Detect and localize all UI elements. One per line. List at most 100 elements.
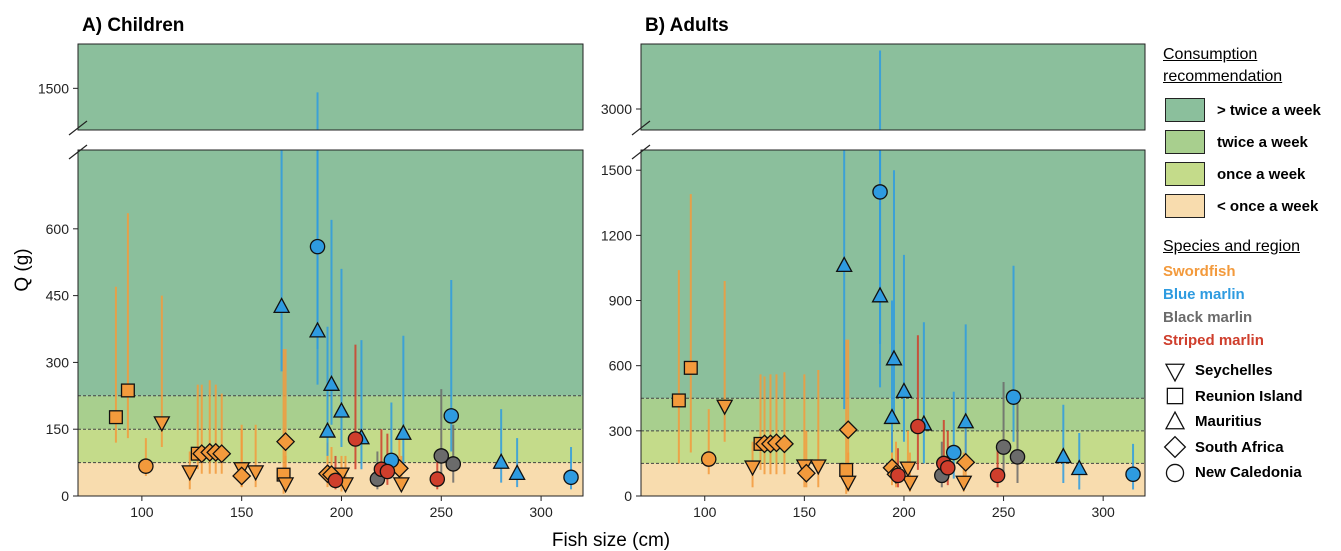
marker: [910, 418, 926, 435]
x-tick-label: 150: [793, 504, 817, 520]
legend-shape: [1164, 363, 1186, 383]
legend-label: < once a week: [1217, 197, 1319, 215]
marker: [839, 475, 857, 492]
legend-icon: [1163, 435, 1187, 459]
marker: [1005, 389, 1022, 405]
marker: [883, 408, 901, 425]
legend-label: twice a week: [1217, 133, 1308, 151]
plot-frame: [77, 43, 584, 131]
y-tick-label: 300: [609, 423, 633, 439]
y-tick-label: 300: [46, 354, 70, 370]
legend-icon: [1164, 363, 1186, 383]
legend-title: Species and region: [1163, 238, 1300, 255]
legend-item: Seychelles: [1163, 358, 1339, 384]
marker: [995, 439, 1012, 455]
legend-shape: [1164, 410, 1186, 430]
x-tick-label: 250: [992, 504, 1016, 520]
legend-title: Consumption recommendation: [1163, 46, 1283, 85]
legend-label: Seychelles: [1195, 362, 1273, 380]
region-list: Seychelles Reunion Island Mauritius South A…: [1163, 358, 1339, 486]
legend-item: once a week: [1163, 158, 1339, 190]
x-tick-label: 100: [693, 504, 717, 520]
legend-shape: [1166, 387, 1184, 405]
y-tick-label: 600: [609, 358, 633, 374]
legend-swatch: [1165, 194, 1205, 218]
x-axis-label: Fish size (cm): [552, 530, 670, 551]
legend-label: South Africa: [1195, 438, 1284, 456]
legend-item: Mauritius: [1163, 409, 1339, 435]
marker: [392, 477, 410, 494]
marker: [120, 383, 135, 398]
marker: [671, 393, 686, 408]
break-mark: [68, 144, 88, 160]
break-mark: [631, 120, 651, 136]
marker: [276, 432, 296, 452]
marker: [835, 256, 853, 273]
marker: [429, 471, 446, 487]
marker: [1070, 459, 1088, 476]
marker: [955, 475, 973, 492]
marker: [332, 401, 351, 418]
marker: [899, 461, 917, 478]
legend-species: Swordfish: [1163, 263, 1236, 280]
marker: [890, 467, 906, 484]
species-list: Swordfish Blue marlin Black marlin Striped …: [1163, 260, 1339, 352]
axis-break: [77, 130, 584, 150]
marker: [809, 459, 827, 476]
marker: [957, 412, 975, 429]
marker: [956, 452, 976, 472]
legend-item: twice a week: [1163, 126, 1339, 158]
marker: [796, 463, 816, 483]
legend-species: Black marlin: [1163, 309, 1253, 326]
y-tick-label: 900: [609, 293, 633, 309]
legend-species: Blue marlin: [1163, 286, 1245, 303]
y-tick-label: 0: [61, 488, 69, 504]
y-tick-label: 1200: [601, 227, 632, 243]
legend-item: Reunion Island: [1163, 384, 1339, 410]
marker: [153, 416, 171, 433]
legend-item: > twice a week: [1163, 94, 1339, 126]
y-tick-label: 3000: [601, 101, 632, 117]
legend-item: New Caledonia: [1163, 460, 1339, 486]
marker: [327, 472, 344, 489]
panel: A) Children 0 150 300 450 600 1500 100 150 200 250…: [38, 15, 584, 520]
y-tick-label: 1500: [601, 162, 632, 178]
marker: [940, 459, 956, 476]
marker: [108, 410, 123, 425]
plot-frame: [640, 149, 1146, 497]
x-tick-label: 300: [1091, 504, 1115, 520]
marker: [443, 408, 460, 424]
x-tick-label: 100: [130, 504, 154, 520]
marker: [1125, 466, 1141, 483]
y-tick-label: 450: [46, 288, 70, 304]
marker: [683, 360, 698, 375]
marker: [895, 382, 913, 399]
y-axis-label: Q (g): [12, 248, 33, 291]
legend-icon: [1166, 387, 1184, 405]
marker: [508, 464, 526, 481]
marker: [872, 184, 888, 200]
marker: [318, 421, 337, 438]
marker: [445, 456, 462, 472]
recommendation-list: > twice a week twice a week once a week < o…: [1163, 94, 1339, 222]
x-tick-label: 250: [430, 504, 454, 520]
legend-swatch: [1165, 130, 1205, 154]
marker: [743, 460, 762, 477]
marker: [309, 238, 326, 255]
marker: [433, 448, 450, 464]
axis-break: [640, 130, 1146, 150]
legend-shape: [1165, 463, 1185, 482]
marker: [232, 466, 252, 486]
legend-species: Striped marlin: [1163, 332, 1264, 349]
marker: [1009, 449, 1026, 465]
marker: [871, 286, 889, 303]
legend-item: South Africa: [1163, 435, 1339, 461]
marker: [181, 465, 199, 482]
legend-shape: [1163, 435, 1187, 459]
marker: [322, 375, 341, 391]
marker: [379, 463, 396, 480]
marker: [901, 475, 919, 492]
break-mark: [631, 144, 651, 160]
marker: [774, 434, 794, 454]
